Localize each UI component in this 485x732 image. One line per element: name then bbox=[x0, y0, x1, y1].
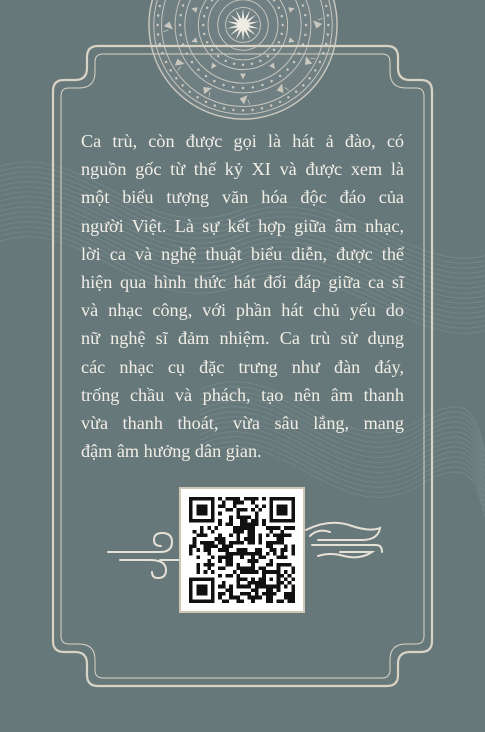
qr-code[interactable] bbox=[179, 487, 305, 613]
qr-code-image bbox=[189, 497, 295, 603]
cloud-left-icon bbox=[108, 533, 180, 578]
cloud-right-icon bbox=[306, 523, 382, 558]
